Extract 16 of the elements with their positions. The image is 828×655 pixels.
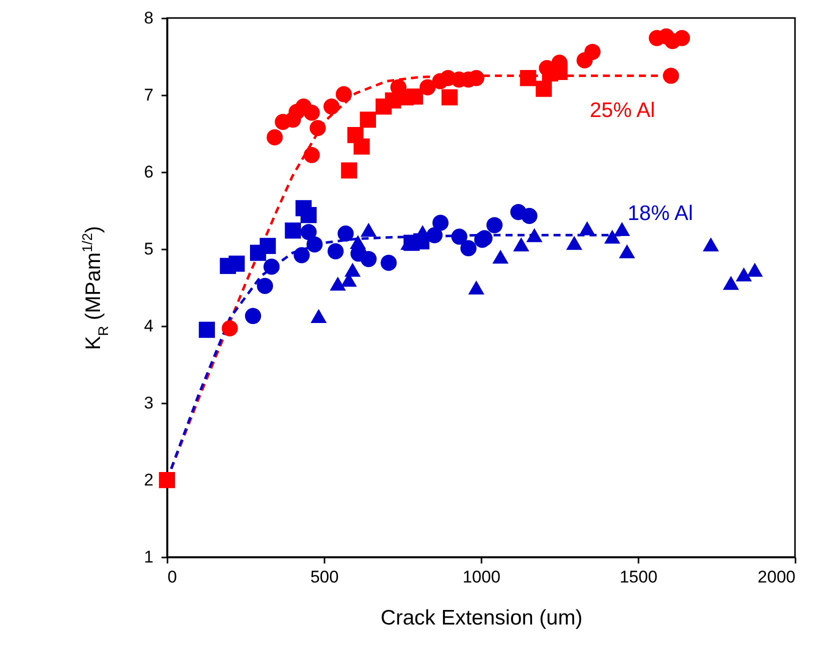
y-tick-label: 8 bbox=[144, 8, 154, 28]
y-tick-label: 2 bbox=[144, 470, 154, 490]
x-tick-label: 1000 bbox=[462, 568, 500, 586]
x-tick-label: 0 bbox=[168, 568, 177, 586]
x-tick-label: 1500 bbox=[620, 568, 658, 586]
y-tick-label: 4 bbox=[144, 316, 154, 336]
y-tick-label: 3 bbox=[144, 394, 154, 412]
series-label: 25% Al bbox=[590, 98, 656, 122]
x-tick-label: 2000 bbox=[758, 568, 796, 586]
x-axis-title: Crack Extension (um) bbox=[380, 606, 582, 630]
y-tick-label: 5 bbox=[144, 240, 154, 258]
x-tick-label: 500 bbox=[310, 568, 339, 586]
y-tick-label: 1 bbox=[144, 548, 154, 566]
y-tick-label: 7 bbox=[144, 86, 154, 104]
series-label: 18% Al bbox=[628, 202, 693, 226]
y-tick-label: 6 bbox=[144, 162, 154, 182]
